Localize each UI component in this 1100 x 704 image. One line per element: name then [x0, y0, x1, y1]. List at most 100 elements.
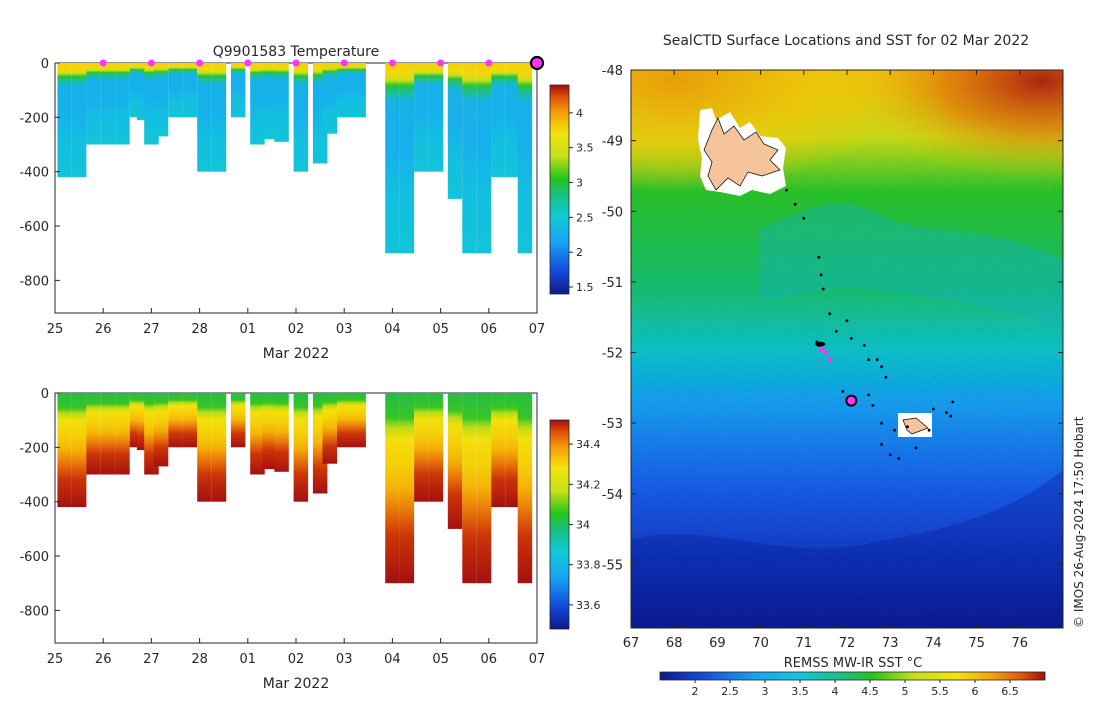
temperature-section-profile-21 — [351, 63, 366, 118]
temperature-profiles — [57, 63, 533, 254]
temperature-section-x-tick-label: 06 — [481, 322, 498, 337]
salinity-section-profile-9 — [168, 393, 183, 448]
map-y-tick-label: -54 — [602, 488, 623, 503]
track-highlight-point — [827, 357, 833, 363]
track-point — [949, 414, 953, 418]
temperature-section-profile-13 — [230, 63, 246, 118]
current-profile-marker — [529, 55, 545, 71]
salinity-section-profile-31 — [517, 393, 533, 584]
track-point — [875, 358, 879, 361]
map-x-tick-label: 69 — [709, 636, 726, 651]
salinity-section-profile-2 — [86, 393, 101, 475]
temperature-y-axis: 0 -200 -400 -600 -800 — [19, 57, 60, 289]
temperature-x-axis-label: Mar 2022 — [263, 346, 330, 362]
temperature-section-x-tick-label: 01 — [240, 322, 257, 337]
salinity-section-profile-1 — [71, 393, 87, 508]
temperature-section-x-tick-label: 27 — [143, 322, 160, 337]
temperature-section-profile-2 — [86, 63, 101, 145]
salinity-section-x-tick-label: 27 — [143, 652, 160, 667]
map-credit: © IMOS 26-Aug-2024 17:50 Hobart — [1072, 416, 1086, 628]
profile-marker — [99, 59, 107, 67]
map-y-tick-label: -48 — [602, 64, 623, 79]
map-x-axis: 67 68 69 70 71 72 73 74 75 76 — [623, 70, 1028, 651]
track-point — [817, 255, 821, 259]
temperature-section-profile-28 — [476, 63, 492, 254]
salinity-section-x-tick-label: 07 — [529, 652, 546, 667]
salinity-section-colorbar-tick-label: 34.2 — [576, 478, 601, 491]
track-cluster — [815, 341, 826, 347]
salinity-section-profile-30 — [505, 393, 521, 508]
map-colorbar-tick-label: 2.5 — [721, 685, 739, 698]
map-colorbar-tick-label: 3 — [762, 685, 769, 698]
track-point — [945, 411, 948, 414]
temperature-section-profile-25 — [428, 63, 444, 172]
salinity-profiles — [57, 393, 533, 584]
track-point — [897, 457, 901, 460]
track-point — [871, 404, 875, 407]
salinity-x-axis-label: Mar 2022 — [263, 676, 330, 692]
map-x-tick-label: 74 — [925, 636, 942, 651]
track-highlight-point — [822, 350, 828, 355]
temperature-section-y-tick-label: -200 — [19, 111, 49, 126]
track-point — [862, 344, 866, 347]
map-y-tick-label: -50 — [602, 205, 623, 220]
seal-track — [785, 188, 955, 460]
salinity-section-profile-3 — [100, 393, 116, 475]
salinity-section-x-tick-label: 02 — [288, 652, 305, 667]
temperature-section-profile-11 — [197, 63, 212, 172]
salinity-colorbar-ticks: 34.4 34.2 34 33.8 33.6 — [569, 438, 601, 612]
map-colorbar-tick-label: 4.5 — [861, 685, 879, 698]
temperature-colorbar — [549, 84, 570, 295]
sst-map-panel: SealCTD Surface Locations and SST for 02… — [602, 33, 1086, 698]
temperature-section-profile-4 — [115, 63, 130, 145]
temperature-section-colorbar-tick-label: 3.5 — [576, 142, 594, 155]
track-point — [880, 421, 883, 425]
temperature-section-colorbar-tick-label: 2.5 — [576, 211, 594, 224]
temperature-section-colorbar-tick-label: 3 — [576, 177, 583, 190]
track-point — [867, 358, 870, 361]
temperature-section-profile-16 — [274, 63, 289, 142]
salinity-section-x-tick-label: 06 — [481, 652, 498, 667]
salinity-section-profile-11 — [197, 393, 212, 502]
profile-marker — [388, 59, 396, 67]
temperature-section-colorbar-tick-label: 2 — [576, 246, 583, 259]
salinity-section-profile-10 — [182, 393, 198, 448]
map-colorbar — [659, 671, 1046, 681]
salinity-y-axis: 0 -200 -400 -600 -800 — [19, 387, 60, 619]
salinity-section-panel: 0 -200 -400 -600 -800 25 26 27 28 01 02 03 04 05 06 07… — [19, 387, 600, 692]
temperature-section-profile-20 — [337, 63, 352, 118]
track-point — [849, 337, 853, 340]
track-point — [884, 375, 888, 379]
temperature-section-colorbar-tick-label: 4 — [576, 107, 583, 120]
sst-front-band — [760, 203, 1063, 330]
salinity-section-profile-20 — [337, 393, 352, 448]
salinity-section-x-tick-label: 28 — [191, 652, 208, 667]
salinity-section-profile-12 — [211, 393, 227, 502]
temperature-section-x-tick-label: 05 — [432, 322, 449, 337]
kerguelen-island — [698, 108, 786, 196]
temperature-section-y-tick-label: -400 — [19, 166, 49, 181]
temperature-section-panel: Q9901583 Temperature 0 -200 -400 -600 -800 2… — [19, 44, 593, 362]
profile-marker — [340, 59, 348, 67]
salinity-section-profile-27 — [462, 393, 477, 584]
salinity-section-profile-14 — [250, 393, 265, 475]
salinity-section-profile-19 — [322, 393, 337, 464]
temperature-section-profile-29 — [491, 63, 506, 178]
temperature-section-x-tick-label: 25 — [47, 322, 64, 337]
map-x-tick-label: 75 — [968, 636, 985, 651]
temperature-section-profile-14 — [250, 63, 265, 145]
track-point — [906, 425, 909, 429]
temperature-section-profile-0 — [57, 63, 72, 178]
track-point — [880, 365, 883, 369]
temperature-section-profile-8 — [153, 63, 169, 137]
map-colorbar-tick-label: 2 — [692, 685, 699, 698]
map-x-tick-label: 68 — [666, 636, 683, 651]
current-position-marker — [845, 394, 858, 407]
salinity-section-y-tick-label: 0 — [41, 387, 49, 402]
temperature-section-profile-17 — [293, 63, 309, 172]
salinity-section-profile-16 — [274, 393, 289, 472]
salinity-section-profile-15 — [262, 393, 277, 470]
temperature-section-profile-19 — [322, 63, 337, 134]
